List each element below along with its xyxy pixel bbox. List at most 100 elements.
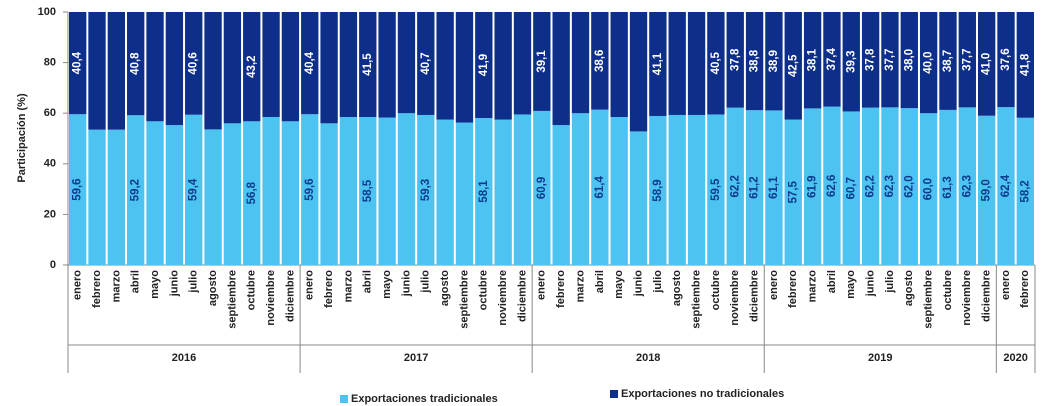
bar-segment (397, 113, 416, 265)
data-label: 37,8 (729, 48, 741, 71)
x-tick-label: junio (400, 270, 412, 298)
bar-segment (204, 129, 222, 265)
data-label: 38,0 (903, 49, 915, 71)
bar-segment (436, 12, 454, 120)
bar-segment (417, 114, 435, 265)
data-label: 62,4 (1000, 174, 1012, 197)
data-label: 37,8 (865, 48, 877, 71)
x-tick-label: enero (768, 270, 780, 300)
bar-segment (861, 107, 880, 265)
x-tick-label: enero (72, 270, 84, 300)
bar-segment (378, 12, 396, 118)
data-label: 58,5 (362, 179, 374, 202)
x-tick-label: junio (865, 270, 877, 298)
bar-segment (649, 12, 667, 116)
x-tick-label: diciembre (748, 270, 760, 322)
data-label: 59,6 (304, 178, 316, 200)
data-label: 41,8 (1019, 53, 1031, 76)
bar-segment (687, 12, 706, 115)
x-tick-label: noviembre (729, 270, 741, 326)
bar-segment (281, 121, 300, 266)
x-tick-label: febrero (555, 270, 567, 308)
data-label: 38,6 (594, 50, 606, 72)
x-tick-label: mayo (613, 270, 625, 299)
data-label: 38,7 (942, 50, 954, 72)
x-tick-label: febrero (787, 270, 799, 308)
x-tick-label: noviembre (265, 270, 277, 326)
bar-segment (243, 121, 261, 266)
data-label: 39,3 (845, 51, 857, 73)
legend-swatch (610, 390, 618, 398)
x-tick-label: enero (304, 270, 316, 300)
x-tick-label: diciembre (516, 270, 528, 322)
bar-segment (919, 12, 938, 114)
bar-segment (88, 129, 106, 265)
x-tick-label: noviembre (497, 270, 509, 326)
group-label: 2018 (636, 352, 660, 364)
data-label: 58,2 (1019, 180, 1031, 202)
bar-segment (475, 12, 493, 119)
x-tick-label: abril (826, 270, 838, 293)
x-tick-label: septiembre (458, 270, 470, 329)
data-label: 61,9 (807, 176, 819, 198)
group-label: 2017 (404, 352, 428, 364)
x-tick-label: julio (884, 270, 896, 294)
y-tick-label: 80 (44, 57, 56, 69)
bar-segment (958, 107, 976, 265)
data-label: 60,9 (536, 177, 548, 199)
bar-segment (610, 116, 628, 266)
bar-segment (668, 12, 686, 115)
bar-segment (223, 123, 242, 265)
bar-segment (378, 117, 396, 265)
data-label: 61,1 (768, 176, 780, 199)
bar-segment (823, 106, 841, 265)
group-label: 2019 (868, 352, 892, 364)
bar-segment (726, 12, 744, 108)
data-label: 58,9 (652, 179, 664, 201)
data-label: 37,7 (884, 48, 896, 70)
x-tick-label: enero (536, 270, 548, 300)
data-label: 61,4 (594, 176, 606, 199)
data-label: 41,9 (478, 54, 490, 76)
bar-segment (262, 12, 280, 117)
bar-segment (339, 12, 358, 117)
bar-segment (243, 12, 261, 122)
data-label: 37,7 (961, 48, 973, 70)
data-label: 41,5 (362, 53, 374, 76)
bar-segment (861, 12, 880, 108)
data-label: 38,8 (749, 49, 761, 72)
x-tick-label: septiembre (226, 270, 238, 329)
data-label: 62,3 (884, 175, 896, 197)
bar-segment (552, 125, 570, 265)
bar-segment (977, 12, 996, 116)
bar-segment (513, 12, 532, 115)
x-tick-label: marzo (110, 270, 122, 303)
bar-segment (320, 123, 338, 265)
legend-label: Exportaciones tradicionales (351, 393, 498, 405)
x-tick-label: mayo (381, 270, 393, 299)
bar-segment (494, 119, 512, 266)
y-tick-label: 100 (38, 6, 56, 18)
bar-segment (939, 109, 957, 265)
data-label: 37,4 (826, 48, 838, 71)
data-label: 61,3 (942, 176, 954, 198)
bar-segment (939, 12, 957, 110)
bar-segment (455, 12, 474, 123)
x-tick-label: enero (1000, 270, 1012, 300)
bar-segment (687, 114, 706, 265)
data-label: 40,8 (130, 52, 142, 75)
data-label: 38,1 (807, 48, 819, 71)
bar-segment (455, 122, 474, 265)
bar-segment (417, 12, 435, 115)
data-label: 40,5 (710, 51, 722, 74)
bar-segment (784, 12, 802, 120)
data-label: 40,4 (72, 51, 84, 74)
data-label: 62,2 (729, 175, 741, 197)
x-tick-label: septiembre (923, 270, 935, 329)
data-label: 62,3 (961, 175, 973, 197)
bar-segment (552, 12, 570, 126)
y-tick-label: 40 (44, 158, 56, 170)
data-label: 42,5 (787, 54, 799, 77)
bar-segment (436, 119, 454, 266)
